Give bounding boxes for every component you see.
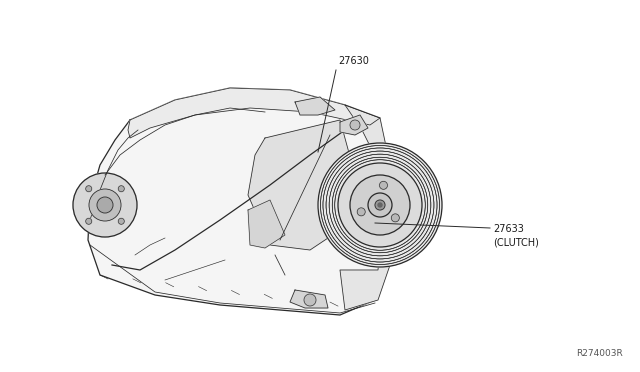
Circle shape [375, 200, 385, 210]
Circle shape [350, 175, 410, 235]
Circle shape [357, 208, 365, 216]
Polygon shape [128, 88, 380, 138]
Circle shape [97, 197, 113, 213]
Circle shape [118, 218, 124, 224]
Text: 27630: 27630 [338, 56, 369, 66]
Circle shape [304, 294, 316, 306]
Polygon shape [88, 88, 390, 315]
Polygon shape [248, 200, 285, 248]
Polygon shape [295, 97, 335, 115]
Text: 27633
(CLUTCH): 27633 (CLUTCH) [493, 224, 539, 247]
Polygon shape [340, 105, 395, 310]
Text: R274003R: R274003R [576, 349, 623, 358]
Polygon shape [290, 290, 328, 308]
Polygon shape [340, 115, 368, 135]
Circle shape [86, 218, 92, 224]
Circle shape [318, 143, 442, 267]
Circle shape [338, 163, 422, 247]
Circle shape [73, 173, 137, 237]
Circle shape [350, 120, 360, 130]
Circle shape [118, 186, 124, 192]
Circle shape [89, 189, 121, 221]
Circle shape [86, 186, 92, 192]
Polygon shape [248, 120, 355, 250]
Circle shape [380, 181, 387, 189]
Circle shape [391, 214, 399, 222]
Circle shape [368, 193, 392, 217]
Circle shape [378, 203, 382, 207]
